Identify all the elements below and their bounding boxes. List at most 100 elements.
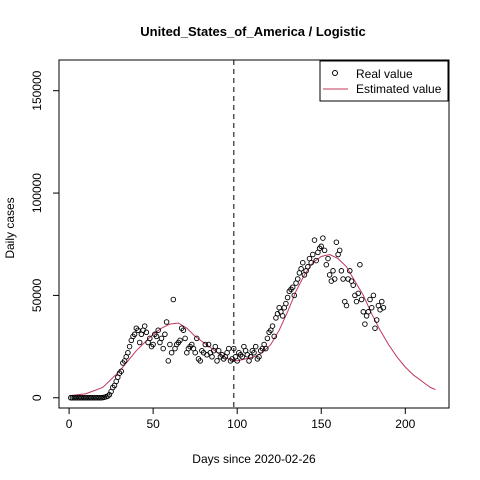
- real-value-point: [239, 354, 245, 360]
- estimated-value-line: [69, 253, 436, 397]
- real-value-point: [192, 349, 198, 356]
- real-value-point: [163, 319, 170, 325]
- real-value-point: [247, 354, 254, 360]
- real-value-point: [333, 239, 340, 245]
- y-axis-label: Daily cases: [3, 197, 17, 258]
- x-tick-label: 0: [66, 417, 73, 431]
- real-value-point: [81, 395, 87, 401]
- real-value-point: [291, 292, 298, 299]
- real-value-point: [343, 302, 350, 309]
- real-value-point: [310, 251, 316, 258]
- real-value-point: [197, 358, 203, 364]
- real-value-point: [263, 345, 269, 352]
- legend-marker-real-value: [332, 70, 338, 76]
- real-value-point: [158, 335, 165, 342]
- real-value-point: [212, 343, 219, 350]
- real-value-point: [252, 343, 259, 350]
- real-value-point: [347, 268, 353, 274]
- real-value-point: [355, 290, 361, 297]
- real-value-point: [313, 257, 319, 264]
- real-value-point: [73, 395, 79, 401]
- real-value-point: [338, 268, 345, 274]
- real-value-point: [118, 368, 124, 374]
- real-value-point: [168, 349, 175, 356]
- real-value-point: [370, 292, 377, 299]
- real-value-point: [325, 255, 331, 262]
- real-value-point: [357, 261, 363, 268]
- real-value-point: [331, 276, 338, 282]
- real-value-point: [177, 337, 183, 344]
- real-value-point: [373, 317, 380, 323]
- legend-box: [319, 60, 449, 102]
- real-value-point: [289, 284, 296, 290]
- real-value-point: [311, 237, 318, 243]
- x-axis-label: Days since 2020-02-26: [192, 452, 316, 466]
- chart-title: United_States_of_America / Logistic: [140, 24, 365, 39]
- real-value-point: [165, 358, 172, 364]
- real-value-point: [153, 333, 160, 340]
- real-value-point: [256, 354, 262, 360]
- real-value-point: [143, 329, 150, 336]
- x-axis: 0 50 100 150 200: [66, 408, 416, 431]
- real-value-point: [71, 395, 77, 401]
- real-value-point: [155, 327, 161, 333]
- real-value-point: [141, 323, 148, 329]
- y-tick-label: 50000: [30, 278, 44, 312]
- real-value-point: [131, 331, 138, 338]
- legend-label-real-value: Real value: [356, 67, 413, 81]
- y-axis: 0 50000 100000 150000: [30, 70, 59, 401]
- real-value-point: [162, 331, 168, 338]
- real-value-point: [147, 335, 153, 342]
- real-value-point: [182, 335, 188, 342]
- real-value-point: [251, 349, 257, 356]
- real-value-point: [135, 327, 141, 333]
- real-value-point: [323, 261, 330, 268]
- real-value-point: [326, 272, 333, 278]
- real-value-point: [353, 298, 360, 305]
- real-value-point: [320, 235, 326, 241]
- real-value-point: [136, 339, 143, 346]
- x-tick-label: 100: [227, 417, 247, 431]
- real-value-point: [330, 268, 336, 274]
- real-value-point: [231, 345, 237, 352]
- real-value-point: [350, 282, 356, 288]
- real-value-point: [180, 327, 187, 333]
- real-value-point: [170, 296, 177, 303]
- real-value-point: [380, 304, 387, 311]
- real-value-point: [264, 335, 271, 342]
- real-value-point: [336, 247, 343, 254]
- real-value-point: [194, 335, 200, 342]
- real-value-point: [214, 358, 220, 364]
- x-tick-label: 150: [311, 417, 331, 431]
- real-value-point: [372, 325, 378, 331]
- real-value-point: [305, 264, 311, 270]
- real-value-point: [125, 349, 131, 356]
- real-value-point: [365, 309, 372, 315]
- real-value-point: [79, 395, 86, 401]
- real-value-point: [321, 247, 328, 254]
- plot-frame: [58, 59, 450, 409]
- real-value-point: [150, 341, 156, 348]
- real-value-point: [269, 323, 276, 329]
- real-value-point: [167, 341, 173, 348]
- real-value-point: [362, 321, 368, 327]
- real-value-point: [202, 341, 209, 348]
- y-tick-label: 100000: [30, 173, 44, 213]
- real-value-point: [105, 393, 111, 399]
- real-value-point: [294, 276, 301, 282]
- y-tick-label: 150000: [30, 70, 44, 110]
- real-value-point: [89, 395, 96, 401]
- legend-label-estimated-value: Estimated value: [356, 82, 442, 96]
- real-value-point: [205, 341, 212, 348]
- real-value-point: [300, 259, 306, 266]
- real-value-point: [298, 266, 304, 272]
- real-value-point: [279, 313, 286, 319]
- real-value-point: [318, 243, 324, 250]
- real-value-point: [160, 345, 166, 352]
- real-value-point: [271, 333, 277, 340]
- real-value-point: [368, 304, 375, 311]
- real-value-point: [379, 298, 385, 305]
- real-value-point: [106, 391, 113, 398]
